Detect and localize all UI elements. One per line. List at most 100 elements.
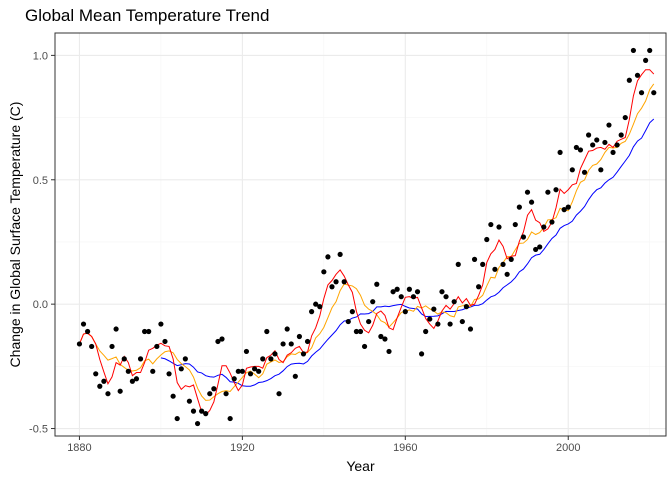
data-point — [443, 294, 449, 300]
x-tick-label: 2000 — [556, 442, 580, 454]
data-point — [586, 132, 592, 138]
data-point — [256, 368, 262, 374]
data-point — [284, 326, 290, 332]
data-point — [170, 393, 176, 399]
data-point — [496, 224, 502, 230]
data-point — [573, 144, 579, 151]
data-point — [366, 318, 372, 325]
x-tick-label: 1960 — [393, 442, 417, 454]
data-point — [480, 261, 486, 267]
data-point — [231, 376, 237, 382]
data-point — [162, 338, 168, 345]
data-point — [427, 316, 433, 322]
data-point — [317, 304, 323, 310]
data-point — [76, 341, 83, 347]
data-point — [484, 236, 490, 243]
data-point — [455, 261, 461, 267]
data-point — [304, 338, 311, 345]
data-point — [211, 386, 217, 392]
panel-border — [54, 32, 667, 437]
data-point — [174, 415, 180, 422]
data-point — [630, 47, 637, 54]
data-point — [227, 415, 233, 422]
data-point — [80, 321, 87, 327]
data-point — [300, 351, 307, 357]
data-point — [186, 398, 193, 404]
data-point — [459, 318, 465, 325]
data-point — [402, 309, 408, 315]
data-point — [533, 246, 539, 253]
data-point — [276, 391, 282, 397]
data-point — [264, 328, 270, 335]
data-point — [223, 391, 229, 397]
data-point — [520, 234, 527, 240]
data-point — [577, 147, 584, 153]
x-axis-ticks: 1880 1920 1960 2000 — [67, 436, 580, 454]
data-point — [370, 299, 376, 305]
data-point — [410, 294, 417, 300]
data-point — [321, 269, 327, 275]
data-point — [423, 328, 429, 335]
blue-smoothed-line — [160, 118, 655, 387]
data-point — [113, 326, 119, 332]
data-point — [349, 309, 355, 315]
grid-minor-lines — [55, 33, 666, 436]
data-point — [561, 207, 567, 213]
data-point — [215, 338, 221, 345]
data-point — [89, 343, 95, 350]
data-point — [337, 251, 343, 258]
data-point — [190, 408, 197, 414]
data-point — [117, 388, 123, 394]
data-point — [296, 333, 302, 340]
data-point — [247, 371, 254, 377]
data-point — [598, 167, 604, 173]
data-point — [333, 279, 339, 285]
data-point — [602, 139, 608, 146]
data-point — [618, 132, 624, 138]
y-tick-label: -0.5 — [29, 424, 48, 436]
data-point — [406, 286, 412, 292]
data-point — [488, 221, 494, 228]
data-point — [390, 289, 396, 295]
data-point — [398, 294, 404, 300]
data-point — [374, 281, 380, 287]
data-point — [125, 368, 131, 374]
orange-line-path — [78, 83, 655, 401]
data-point — [447, 321, 453, 327]
data-point — [565, 204, 571, 210]
data-point — [643, 57, 649, 63]
data-point — [614, 142, 620, 148]
data-point — [353, 328, 360, 335]
data-point — [309, 309, 315, 315]
data-point — [199, 408, 205, 414]
data-point — [150, 368, 156, 374]
data-point — [435, 321, 441, 327]
red-smoothed-line — [78, 69, 655, 416]
y-axis-title: Change in Global Surface Temperature (C) — [7, 102, 23, 368]
data-point — [219, 336, 225, 342]
data-point — [121, 356, 127, 362]
data-point — [524, 189, 531, 195]
data-point — [439, 289, 445, 295]
data-point — [451, 299, 457, 305]
data-point — [647, 47, 653, 54]
data-point — [325, 254, 331, 260]
data-point — [142, 328, 148, 335]
data-point — [492, 266, 498, 272]
data-point — [419, 351, 425, 357]
y-tick-label: 1.0 — [33, 50, 48, 62]
data-point — [622, 114, 628, 121]
data-point — [345, 318, 351, 325]
data-point — [313, 301, 319, 307]
data-point — [467, 326, 474, 332]
data-point — [137, 356, 144, 362]
y-tick-label: 0.5 — [33, 175, 48, 187]
data-point — [382, 336, 388, 342]
data-point — [158, 321, 164, 327]
data-point — [378, 333, 384, 340]
data-point — [97, 383, 103, 389]
data-point — [549, 219, 555, 225]
data-point — [553, 187, 559, 193]
data-point — [606, 122, 612, 128]
data-point — [537, 244, 543, 250]
